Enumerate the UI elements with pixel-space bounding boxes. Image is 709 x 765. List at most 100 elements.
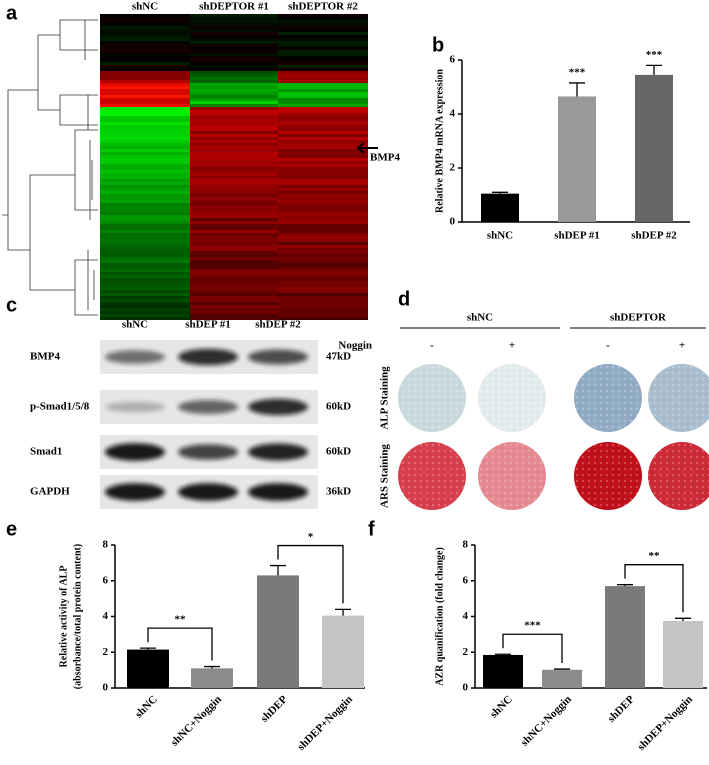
heat-cell [190, 257, 278, 260]
heat-cell [190, 116, 278, 119]
heat-cell [100, 275, 190, 278]
blot-protein: Smad1 [30, 446, 62, 458]
panel-label: e [6, 518, 17, 540]
panel-label: c [6, 294, 17, 316]
heat-cell [190, 113, 278, 116]
heat-cell [190, 215, 278, 218]
heat-cell [278, 158, 368, 161]
heat-cell [278, 176, 368, 179]
heat-cell [100, 122, 190, 125]
heat-cell [278, 146, 368, 149]
heat-cell [100, 170, 190, 173]
heat-cell [278, 119, 368, 122]
heat-cell [278, 173, 368, 176]
heat-cell [190, 293, 278, 296]
bar [558, 96, 596, 222]
heat-cell [100, 131, 190, 134]
heat-cell [100, 41, 190, 44]
heat-cell [190, 176, 278, 179]
heat-cell [190, 104, 278, 107]
heat-cell [278, 245, 368, 248]
heat-cell [278, 218, 368, 221]
error-bar [270, 564, 286, 576]
blot-size: 47kD [326, 351, 351, 363]
blot-band [248, 483, 308, 501]
bar [635, 74, 673, 222]
heat-cell [190, 17, 278, 20]
blot-band [248, 349, 308, 365]
heat-cell [190, 170, 278, 173]
heat-cell [100, 173, 190, 176]
heat-cell [190, 212, 278, 215]
heat-cell [100, 158, 190, 161]
heat-cell [100, 248, 190, 251]
heat-cell [278, 185, 368, 188]
heat-cell [100, 314, 190, 317]
stain-texture [574, 364, 642, 432]
heat-cell [190, 239, 278, 242]
heat-cell [190, 152, 278, 155]
heat-cell [100, 68, 190, 71]
y-tick-label: 4 [450, 108, 456, 120]
heat-cell [278, 257, 368, 260]
y-tick-label: 8 [463, 539, 469, 551]
heat-cell [278, 299, 368, 302]
significance: *** [646, 49, 663, 61]
heat-cell [278, 170, 368, 173]
heat-cell [278, 224, 368, 227]
heat-cell [278, 140, 368, 143]
blot-size: 60kD [326, 446, 351, 458]
heat-cell [190, 56, 278, 59]
x-tick-label: shDEP+Noggin [635, 693, 695, 753]
heat-cell [278, 14, 368, 17]
heat-cell [100, 20, 190, 23]
heat-cell [190, 155, 278, 158]
significance: ** [175, 614, 187, 626]
heat-cell [100, 113, 190, 116]
y-tick-label: 0 [463, 682, 469, 694]
panel-label: f [368, 518, 375, 540]
blot-size: 36kD [326, 486, 351, 498]
heat-cell [100, 149, 190, 152]
heat-cell [190, 218, 278, 221]
heat-cell [100, 26, 190, 29]
heat-cell [190, 317, 278, 320]
heat-cell [100, 200, 190, 203]
heat-cell [278, 95, 368, 98]
heat-cell [100, 260, 190, 263]
error-bar [335, 608, 351, 616]
heat-cell [278, 74, 368, 77]
heat-cell [190, 299, 278, 302]
heat-cell [190, 119, 278, 122]
x-tick-label: shDEP [259, 693, 291, 725]
blot-band [178, 444, 238, 460]
heat-cell [100, 110, 190, 113]
bar [483, 654, 523, 688]
blot-band [248, 443, 308, 461]
treatment-label: Noggin [338, 340, 372, 352]
heat-cell [100, 221, 190, 224]
heat-cell [100, 167, 190, 170]
heat-cell [278, 107, 368, 110]
heat-cell [278, 47, 368, 50]
heat-cell [190, 236, 278, 239]
heat-cell [278, 29, 368, 32]
heat-cell [100, 239, 190, 242]
heat-cell [100, 266, 190, 269]
heat-cell [190, 29, 278, 32]
heat-cell [100, 47, 190, 50]
heat-cell [190, 269, 278, 272]
heat-cell [100, 74, 190, 77]
heat-cell [100, 185, 190, 188]
heat-cell [278, 200, 368, 203]
y-tick-label: 6 [463, 574, 469, 586]
blot-column: shNC [122, 319, 148, 331]
heat-cell [100, 203, 190, 206]
heat-cell [190, 287, 278, 290]
heat-cell [278, 17, 368, 20]
heat-cell [100, 65, 190, 68]
heat-cell [100, 86, 190, 89]
heat-cell [278, 254, 368, 257]
heat-cell [100, 152, 190, 155]
heat-cell [100, 218, 190, 221]
